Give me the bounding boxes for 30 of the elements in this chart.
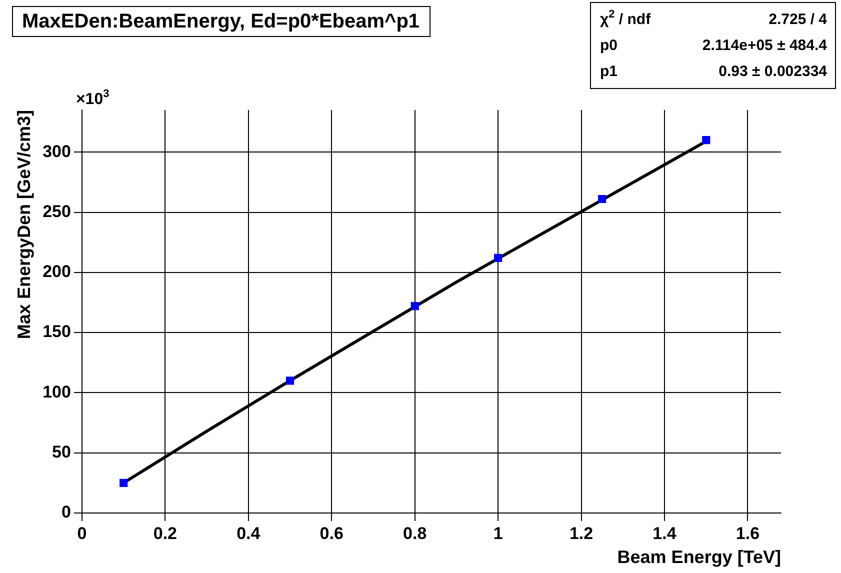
y-tick-label: 300 [42,142,71,161]
point [120,478,128,487]
x-tick-label: 0.2 [153,524,178,543]
x-tick-label: 0.6 [320,524,344,543]
point [702,136,710,144]
y-tick-label: 50 [52,442,71,462]
x-tick-label: 0 [77,524,87,543]
x-tick-label: 1.2 [569,524,594,543]
text: p0 [600,37,618,54]
text: 0.93 ± 0.002334 [718,63,828,80]
text: 2.725 / 4 [768,11,828,28]
x-tick-label: 0.8 [403,524,427,543]
point [598,194,606,204]
y-tick-label: 250 [42,202,71,221]
point [286,376,294,385]
y-tick-label: 100 [42,382,71,402]
y-tick-label: 0 [61,502,71,522]
x-tick-label: 1.6 [736,524,760,543]
y-tick-label: 200 [42,262,71,282]
y-axis-title: Max EnergyDen [GeV/cm3] [14,110,34,340]
x-axis-title: Beam Energy [TeV] [617,547,781,568]
x-tick-label: 1.4 [652,524,677,543]
x-tick-label: 1 [493,524,503,543]
x-tick-label: 0.4 [236,524,261,543]
chart-title: MaxEDen:BeamEnergy, Ed=p0*Ebeam^p1 [22,10,420,33]
text: 2.114e+05 ± 484.4 [702,37,828,54]
point [410,302,419,310]
point [494,254,502,262]
y-tick-label: 150 [42,322,71,342]
text: p1 [600,63,618,80]
